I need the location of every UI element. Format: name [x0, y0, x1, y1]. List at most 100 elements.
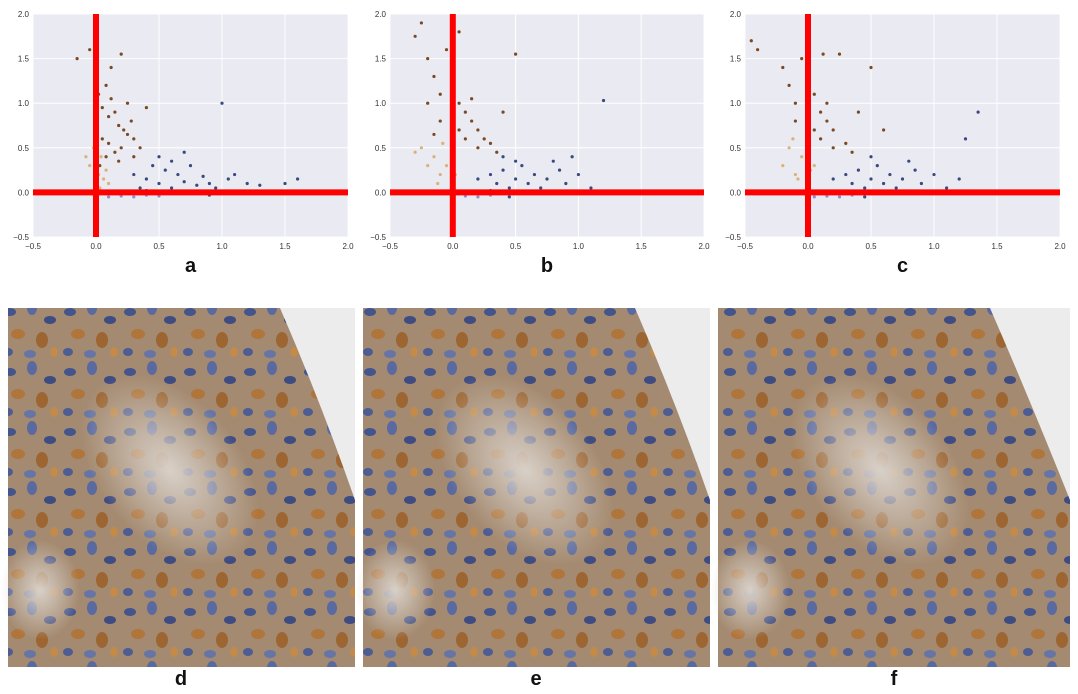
y-tick-label: 0.5 — [730, 144, 742, 153]
point — [863, 195, 867, 199]
point — [476, 177, 480, 181]
point — [495, 150, 499, 154]
point — [104, 155, 108, 159]
point — [749, 39, 753, 43]
point — [151, 164, 155, 168]
point — [520, 164, 524, 168]
point — [869, 155, 873, 159]
point — [812, 164, 816, 168]
point — [869, 65, 873, 70]
point — [825, 101, 829, 105]
point — [913, 168, 917, 172]
point — [812, 128, 816, 132]
point — [426, 57, 430, 61]
point — [220, 101, 224, 105]
point — [844, 172, 848, 177]
point — [441, 141, 445, 145]
point — [787, 146, 791, 150]
point — [432, 74, 436, 79]
point — [875, 164, 879, 168]
point — [195, 183, 199, 187]
y-tick-label: 0.0 — [18, 188, 30, 197]
point — [488, 172, 493, 177]
point — [831, 128, 835, 132]
point — [800, 155, 804, 159]
point — [457, 101, 461, 105]
point — [570, 155, 574, 159]
point — [432, 155, 436, 159]
point — [463, 110, 467, 114]
point — [837, 52, 842, 56]
point — [495, 181, 499, 186]
point — [863, 186, 867, 190]
point — [457, 128, 461, 132]
y-tick-label: 0.5 — [375, 144, 387, 153]
point — [507, 186, 511, 190]
point — [976, 110, 980, 114]
point — [144, 177, 148, 181]
panel-caption: f — [891, 668, 898, 689]
point — [963, 137, 968, 141]
x-tick-label: 1.5 — [991, 242, 1003, 251]
point — [601, 98, 606, 103]
point — [107, 114, 111, 119]
x-tick-label: 2.0 — [1054, 242, 1066, 251]
point — [226, 177, 230, 181]
point — [245, 181, 249, 186]
panel-caption: b — [541, 255, 553, 277]
point — [793, 101, 798, 105]
point — [170, 186, 174, 190]
point — [138, 186, 142, 190]
y-tick-label: 1.5 — [375, 55, 387, 64]
point — [957, 177, 961, 181]
point — [444, 164, 449, 168]
point — [476, 128, 480, 132]
point — [945, 186, 949, 190]
point — [100, 106, 104, 110]
point — [793, 172, 798, 177]
point — [781, 65, 785, 70]
point — [819, 137, 823, 141]
point — [188, 164, 193, 168]
y-tick-label: 1.5 — [730, 55, 742, 64]
point — [413, 34, 417, 38]
point — [831, 177, 835, 181]
point — [812, 92, 816, 96]
point — [182, 150, 186, 154]
panel-caption: c — [897, 255, 908, 277]
x-tick-label: 2.0 — [698, 242, 710, 251]
x-tick-label: 1.5 — [279, 242, 291, 251]
point — [113, 110, 117, 114]
point — [132, 137, 136, 141]
point — [476, 195, 480, 199]
point — [501, 168, 505, 172]
point — [781, 164, 785, 168]
point — [476, 146, 480, 150]
point — [413, 150, 417, 154]
point — [812, 195, 816, 199]
point — [564, 181, 568, 186]
point — [107, 141, 111, 145]
y-tick-label: −0.5 — [725, 233, 741, 242]
point — [482, 137, 486, 141]
point — [819, 110, 823, 114]
y-tick-label: −0.5 — [13, 233, 29, 242]
point — [821, 52, 825, 56]
x-tick-label: 0.0 — [802, 242, 814, 251]
point — [436, 181, 440, 186]
x-tick-label: 0.0 — [447, 242, 459, 251]
point — [117, 123, 121, 128]
point — [894, 186, 898, 190]
point — [900, 177, 905, 181]
point — [107, 181, 111, 186]
point — [419, 146, 423, 150]
point — [444, 48, 449, 52]
y-tick-label: 1.0 — [18, 99, 30, 108]
y-tick-label: 1.0 — [730, 99, 742, 108]
point — [557, 168, 562, 172]
point — [470, 119, 474, 123]
x-tick-label: 1.0 — [216, 242, 228, 251]
point — [132, 155, 136, 159]
point — [119, 146, 123, 150]
